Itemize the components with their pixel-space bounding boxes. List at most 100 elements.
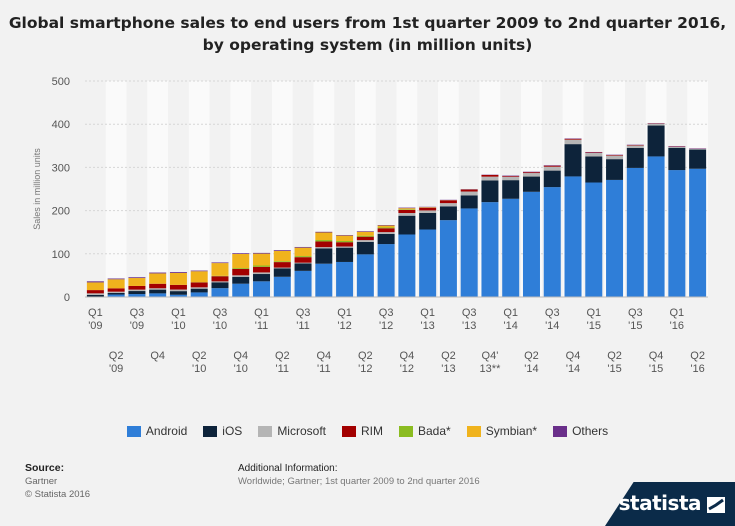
bar-segment-others	[315, 231, 333, 233]
bar-segment-ios	[169, 291, 187, 295]
additional-info-label: Additional Information:	[238, 463, 338, 474]
y-axis-label: Sales in million units	[32, 148, 42, 230]
bar-segment-microsoft	[107, 291, 125, 293]
bar-segment-symbian	[273, 250, 291, 262]
bar-segment-rim	[315, 241, 333, 248]
bar-segment-bada	[253, 265, 271, 267]
x-tick-label-year: '11	[296, 320, 310, 332]
bar-segment-android	[564, 176, 582, 297]
x-tick-label: Q1	[670, 307, 685, 319]
bar-segment-symbian	[377, 225, 395, 228]
bar-segment-others	[398, 207, 416, 209]
bar-segment-symbian	[107, 279, 125, 289]
bar-segment-android	[107, 294, 125, 297]
bar-segment-rim	[356, 236, 374, 241]
bar-segment-microsoft	[502, 176, 520, 181]
source-block: Source: Gartner © Statista 2016	[25, 462, 90, 501]
legend-label: Symbian*	[485, 424, 538, 438]
bar-segment-rim	[273, 262, 291, 268]
bar-segment-android	[356, 254, 374, 297]
bar-segment-android	[398, 234, 416, 297]
bar-segment-microsoft	[128, 289, 146, 292]
bar-segment-microsoft	[606, 155, 624, 160]
x-tick-label-year: '14	[524, 363, 538, 375]
bar-segment-android	[169, 294, 187, 297]
x-tick-label: Q1	[586, 307, 601, 319]
legend-item-rim[interactable]: RIM	[342, 424, 383, 438]
bar-segment-android	[689, 168, 707, 297]
column-band	[105, 81, 127, 297]
bar-segment-rim	[398, 209, 416, 214]
source-line-1: Gartner	[25, 476, 58, 487]
bar-segment-rim	[107, 288, 125, 292]
bar-segment-android	[273, 276, 291, 297]
bar-segment-rim	[336, 242, 354, 247]
x-tick-label: Q2	[109, 350, 124, 362]
bar-segment-ios	[336, 247, 354, 262]
legend-item-android[interactable]: Android	[126, 424, 187, 438]
legend-item-microsoft[interactable]: Microsoft	[258, 424, 326, 438]
legend-label: RIM	[361, 424, 383, 438]
x-tick-label-year: '15	[587, 320, 601, 332]
bar-segment-symbian	[190, 271, 208, 283]
legend-item-bada[interactable]: Bada*	[399, 424, 451, 438]
bar-segment-bada	[377, 227, 395, 229]
bar-segment-microsoft	[668, 146, 686, 148]
bar-segment-ios	[315, 248, 333, 264]
bar-segment-bada	[273, 261, 291, 263]
x-tick-label-year: '12	[379, 320, 393, 332]
x-tick-label: Q2	[192, 350, 207, 362]
bar-segment-bada	[294, 256, 312, 258]
bar-segment-ios	[606, 159, 624, 180]
legend-item-ios[interactable]: iOS	[203, 424, 242, 438]
bar-segment-ios	[356, 241, 374, 255]
legend-item-others[interactable]: Others	[553, 424, 608, 438]
bar-segment-rim	[294, 257, 312, 263]
x-tick-label-year: '12	[358, 363, 372, 375]
bar-segment-ios	[626, 148, 644, 168]
bar-segment-ios	[128, 291, 146, 295]
bar-segment-microsoft	[149, 288, 167, 290]
bar-segment-ios	[460, 195, 478, 209]
x-tick-label: Q1	[254, 307, 269, 319]
column-band	[230, 81, 252, 297]
legend-item-symbian[interactable]: Symbian*	[466, 424, 538, 438]
x-tick-label-year: '15	[649, 363, 663, 375]
bar-segment-microsoft	[419, 210, 437, 213]
x-tick-label-year: '16	[690, 363, 704, 375]
x-tick-label-year: '10	[213, 320, 227, 332]
bar-segment-android	[232, 283, 250, 297]
bar-segment-bada	[315, 240, 333, 242]
bar-segment-android	[315, 263, 333, 297]
bar-segment-rim	[439, 200, 457, 204]
bar-segment-android	[606, 179, 624, 297]
legend-swatch	[466, 425, 481, 437]
bar-segment-ios	[253, 274, 271, 282]
bar-segment-microsoft	[647, 123, 665, 126]
bar-segment-rim	[232, 268, 250, 276]
x-tick-label: Q3	[296, 307, 311, 319]
bar-segment-microsoft	[190, 287, 208, 289]
bar-segment-symbian	[419, 207, 437, 208]
bar-segment-android	[439, 220, 457, 297]
bar-segment-android	[211, 288, 229, 297]
bar-segment-android	[502, 198, 520, 297]
x-tick-label: Q4'	[482, 350, 499, 362]
x-tick-label: Q1	[171, 307, 186, 319]
bar-segment-android	[377, 244, 395, 297]
bar-segment-others	[211, 262, 229, 264]
statista-logo-text[interactable]: statista	[618, 491, 702, 515]
bar-segment-rim	[543, 165, 561, 167]
bar-segment-android	[460, 208, 478, 297]
bar-segment-rim	[502, 176, 520, 177]
bar-segment-ios	[190, 288, 208, 293]
column-band	[271, 81, 293, 297]
bar-segment-android	[543, 187, 561, 297]
x-tick-label: Q1	[88, 307, 103, 319]
x-tick-label: Q4	[150, 350, 165, 362]
x-tick-label-year: '16	[670, 320, 684, 332]
legend-swatch	[399, 425, 413, 437]
bar-segment-bada	[232, 268, 250, 269]
bar-segment-others	[86, 281, 104, 283]
bar-segment-rim	[190, 282, 208, 288]
